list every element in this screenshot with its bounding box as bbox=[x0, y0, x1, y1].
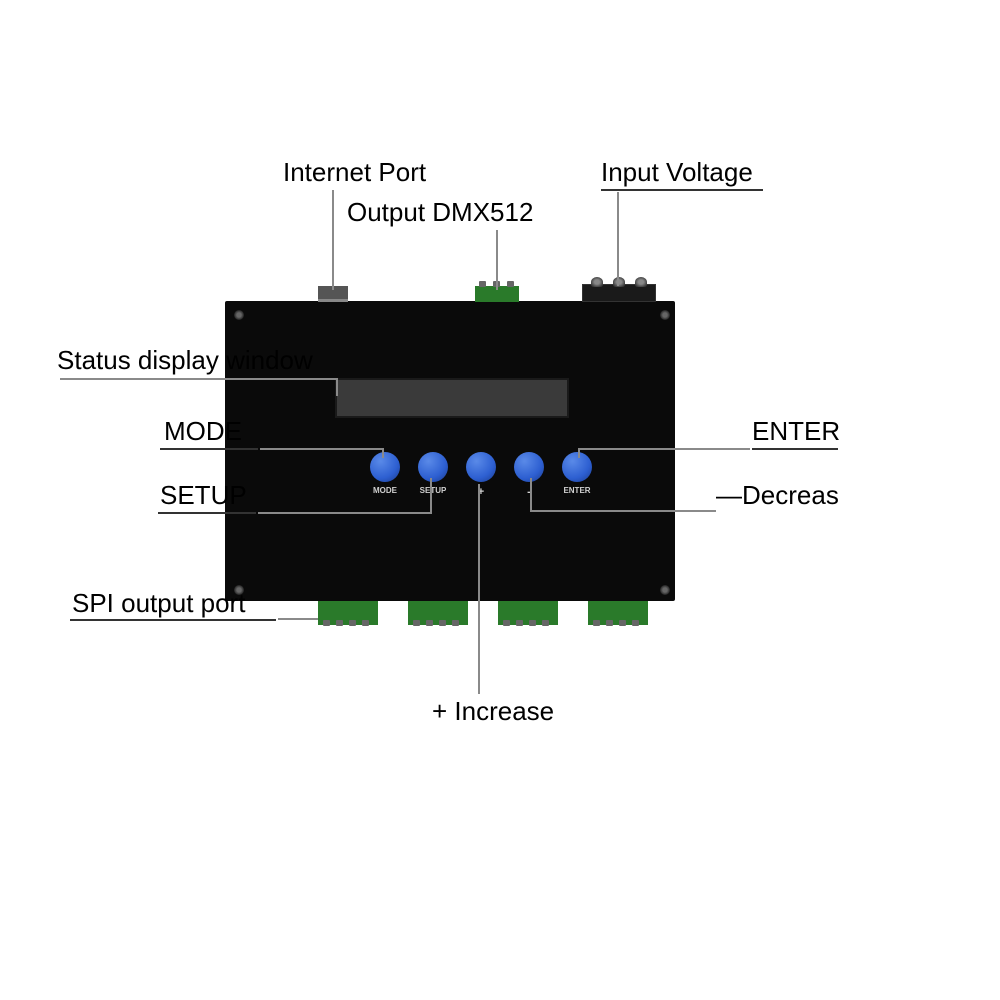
enter-button-label: ENTER bbox=[560, 486, 594, 495]
setup-button-label: SETUP bbox=[416, 486, 450, 495]
leader-line bbox=[258, 512, 432, 514]
mode-button[interactable] bbox=[370, 452, 400, 482]
callout-decrease: —Decreas bbox=[716, 480, 839, 511]
callout-setup: SETUP bbox=[160, 480, 247, 511]
leader-line bbox=[332, 190, 334, 290]
plus-button[interactable] bbox=[466, 452, 496, 482]
leader-line bbox=[496, 230, 498, 290]
leader-line bbox=[278, 618, 318, 620]
callout-spi: SPI output port bbox=[72, 588, 245, 619]
leader-line bbox=[617, 192, 619, 286]
screw-icon bbox=[660, 585, 670, 595]
leader-line bbox=[530, 478, 532, 512]
callout-status: Status display window bbox=[57, 345, 313, 376]
leader-line bbox=[60, 378, 338, 380]
underline bbox=[158, 512, 256, 514]
leader-line bbox=[382, 448, 384, 458]
enter-button[interactable] bbox=[562, 452, 592, 482]
setup-button[interactable] bbox=[418, 452, 448, 482]
minus-button[interactable] bbox=[514, 452, 544, 482]
status-display-window bbox=[335, 378, 569, 418]
mode-button-label: MODE bbox=[368, 486, 402, 495]
leader-line bbox=[260, 448, 384, 450]
spi-port-icon bbox=[318, 601, 378, 625]
leader-line bbox=[578, 448, 580, 458]
callout-voltage: Input Voltage bbox=[601, 157, 753, 188]
callout-enter: ENTER bbox=[752, 416, 840, 447]
underline bbox=[752, 448, 838, 450]
underline bbox=[160, 448, 258, 450]
underline bbox=[70, 619, 276, 621]
underline bbox=[601, 189, 763, 191]
leader-line bbox=[336, 378, 338, 396]
callout-internet: Internet Port bbox=[283, 157, 426, 188]
spi-port-icon bbox=[408, 601, 468, 625]
spi-port-icon bbox=[588, 601, 648, 625]
minus-button-label: - bbox=[512, 486, 546, 498]
leader-line bbox=[430, 478, 432, 514]
leader-line bbox=[478, 484, 480, 694]
spi-port-icon bbox=[498, 601, 558, 625]
callout-increase: + Increase bbox=[432, 696, 554, 727]
callout-mode: MODE bbox=[164, 416, 242, 447]
leader-line bbox=[530, 510, 716, 512]
screw-icon bbox=[234, 310, 244, 320]
plus-button-label: + bbox=[464, 486, 498, 498]
screw-icon bbox=[660, 310, 670, 320]
leader-line bbox=[578, 448, 750, 450]
input-voltage-port-icon bbox=[582, 284, 656, 302]
callout-dmx: Output DMX512 bbox=[347, 197, 533, 228]
